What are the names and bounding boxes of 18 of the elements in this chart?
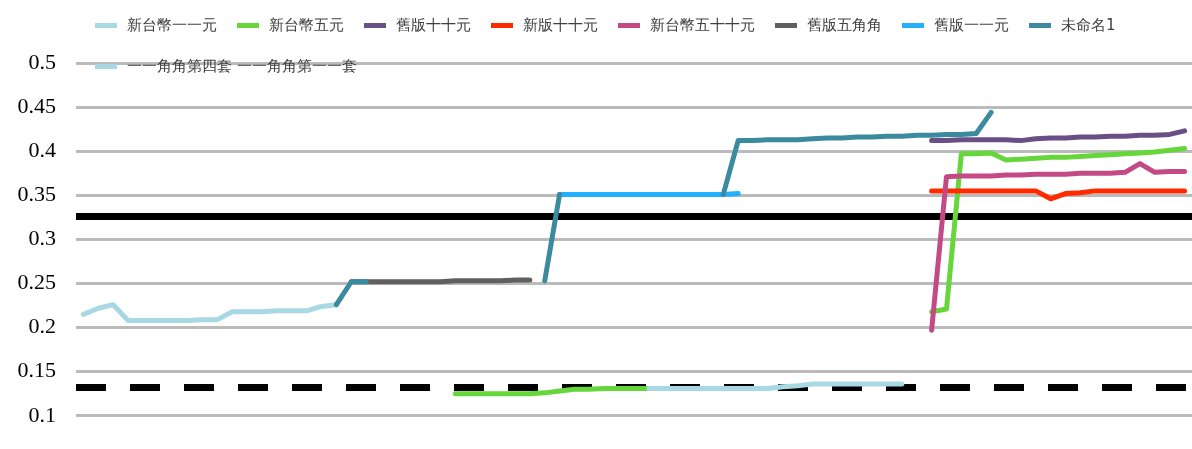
- y-tick-label: 0.45: [17, 92, 56, 118]
- legend-label: 未命名1: [1061, 16, 1116, 35]
- legend-label: 舊版一一元: [934, 16, 1009, 35]
- legend-label: 新版十十元: [523, 16, 598, 35]
- legend-label: 一一角角第四套 一一角角第一一套: [127, 57, 357, 76]
- legend-label: 舊版十十元: [396, 16, 471, 35]
- y-tick-label: 0.35: [17, 181, 56, 207]
- legend-label: 舊版五角角: [807, 16, 882, 35]
- legend-label: 新台幣五元: [269, 16, 344, 35]
- y-tick-label: 0.2: [28, 313, 56, 339]
- y-tick-label: 0.15: [17, 357, 56, 383]
- y-tick-label: 0.5: [28, 48, 56, 74]
- y-tick-label: 0.3: [28, 225, 56, 251]
- y-tick-label: 0.1: [28, 401, 56, 427]
- legend-label: 新台幣一一元: [127, 16, 217, 35]
- y-tick-label: 0.25: [17, 269, 56, 295]
- legend-label: 新台幣五十十元: [650, 16, 755, 35]
- y-tick-label: 0.4: [28, 136, 56, 162]
